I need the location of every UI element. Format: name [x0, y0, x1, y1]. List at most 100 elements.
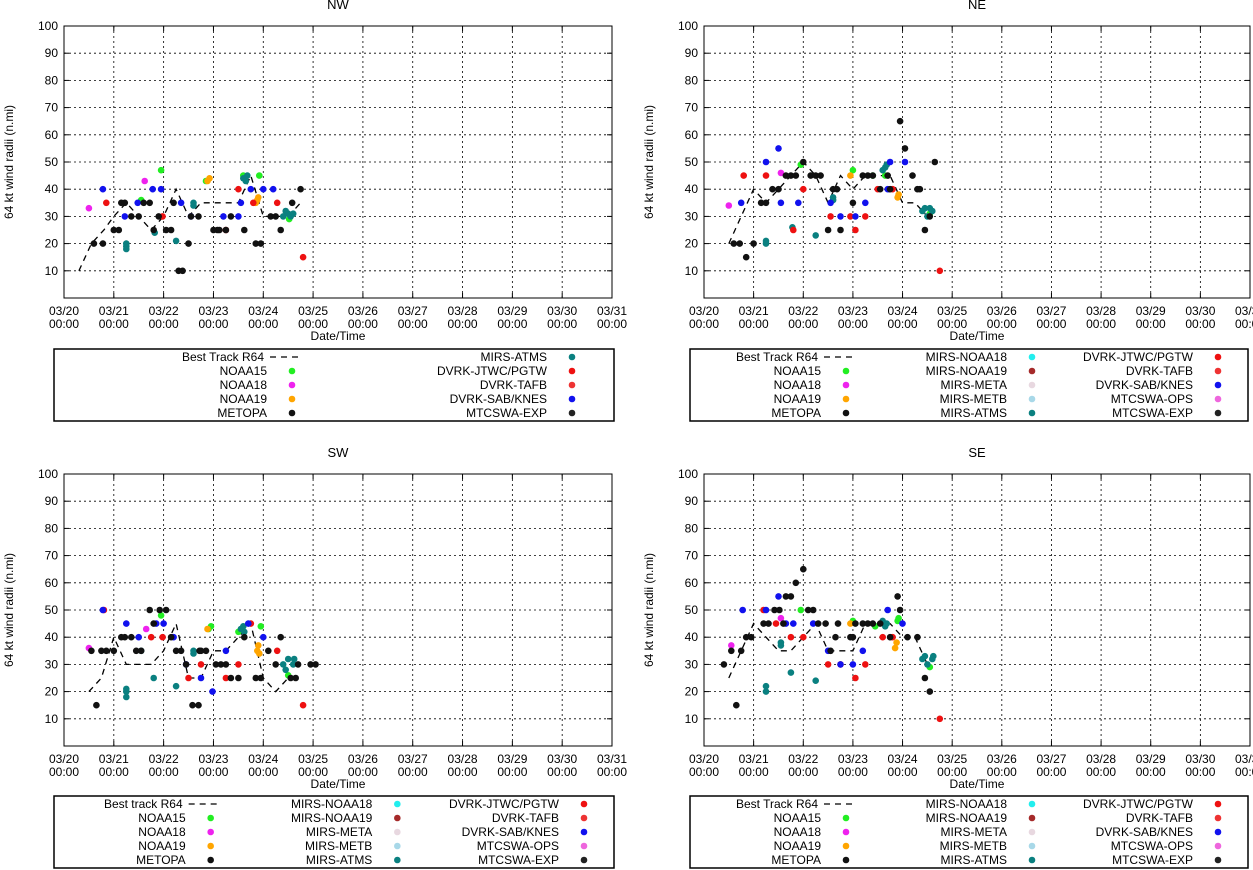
y-tick-label: 60	[685, 128, 699, 142]
legend-dot-swatch	[580, 800, 588, 808]
legend-entry: MIRS-NOAA18	[291, 797, 401, 811]
data-point	[762, 237, 770, 245]
data-point	[924, 661, 931, 668]
data-point	[222, 661, 230, 668]
legend-dot-swatch	[394, 800, 401, 808]
data-point	[110, 226, 118, 234]
data-point	[777, 199, 785, 207]
data-point	[886, 158, 894, 166]
chart-panel-sw: SW 10 20 30 40 50 60 70 80 90 100 03/20 00:00 03/21 00…	[2, 445, 627, 869]
x-tick-label: 03/27 00:00	[398, 752, 428, 779]
data-point	[297, 185, 304, 193]
y-tick-label: 70	[685, 549, 699, 563]
data-point	[289, 210, 297, 217]
data-point	[737, 647, 745, 655]
legend-entry: MIRS-ATMS	[481, 350, 576, 364]
data-point	[852, 620, 859, 627]
x-tick-label: 03/23 00:00	[198, 752, 228, 779]
data-point	[804, 606, 812, 614]
data-point	[272, 661, 280, 668]
data-point	[775, 145, 782, 152]
y-tick-label: 50	[45, 603, 59, 617]
data-point	[822, 620, 829, 627]
x-tick-label: 03/20 00:00	[49, 752, 79, 779]
legend-label: MIRS-META	[941, 825, 1007, 839]
data-point	[739, 606, 746, 614]
legend-entry: MTCSWA-OPS	[1111, 839, 1222, 853]
legend-dot-swatch	[1028, 353, 1036, 361]
data-point	[204, 625, 211, 633]
data-point	[220, 213, 227, 220]
data-point	[847, 213, 854, 220]
legend-dot-swatch	[1214, 828, 1222, 836]
best-track-line	[78, 173, 302, 272]
data-point	[800, 633, 807, 641]
data-point	[824, 226, 832, 234]
y-tick-label: 10	[45, 264, 59, 278]
y-tick-label: 80	[45, 73, 59, 87]
data-point	[901, 145, 909, 152]
legend-dot-swatch	[568, 353, 576, 361]
legend-entry: NOAA18	[138, 825, 214, 839]
data-point	[790, 226, 797, 234]
data-point	[140, 199, 147, 207]
legend-dot-swatch	[568, 367, 576, 375]
data-point	[814, 620, 822, 627]
data-point	[93, 701, 100, 709]
data-point	[762, 172, 770, 179]
data-point	[812, 172, 819, 179]
legend-entry: METOPA	[771, 853, 850, 867]
legend-dot-swatch	[1028, 395, 1036, 403]
data-point	[190, 199, 197, 207]
data-point	[859, 620, 867, 627]
legend-dot-swatch	[1028, 814, 1036, 822]
data-point	[775, 593, 782, 600]
data-point	[282, 666, 290, 674]
legend-label: MIRS-ATMS	[481, 350, 547, 364]
data-point	[269, 185, 277, 193]
plot-frame	[63, 25, 613, 299]
legend-dot-swatch	[842, 381, 850, 389]
best-track-line	[88, 621, 289, 693]
legend-label: Best Track R64	[182, 350, 264, 364]
data-point	[926, 688, 934, 695]
legend-dot-swatch	[1028, 856, 1036, 864]
data-point	[172, 647, 180, 655]
data-point	[202, 647, 210, 655]
data-point	[244, 172, 251, 179]
data-point	[187, 213, 195, 220]
legend-dot-swatch	[568, 381, 576, 389]
data-point	[780, 620, 787, 627]
legend-label: DVRK-TAFB	[480, 378, 547, 392]
data-point	[292, 674, 300, 682]
legend-label: NOAA15	[220, 364, 268, 378]
data-point	[733, 701, 740, 709]
x-tick-label: 03/20 00:00	[49, 304, 79, 331]
chart-title: SW	[328, 445, 350, 460]
x-tick-label: 03/20 00:00	[689, 304, 719, 331]
legend-label: Best track R64	[104, 797, 183, 811]
data-point	[212, 661, 220, 668]
y-axis-label: 64 kt wind radii (n.mi)	[2, 105, 16, 219]
legend-entry: MIRS-ATMS	[941, 853, 1036, 867]
x-tick-label: 03/23 00:00	[838, 752, 868, 779]
x-tick-label: 03/21 00:00	[99, 304, 129, 331]
legend-label: DVRK-JTWC/PGTW	[1083, 350, 1194, 364]
legend-label: MIRS-METB	[305, 839, 372, 853]
data-point	[730, 240, 738, 247]
data-point	[257, 674, 265, 682]
legend-label: MTCSWA-EXP	[1112, 853, 1193, 867]
legend-entry: MIRS-NOAA18	[926, 350, 1036, 364]
y-tick-label: 90	[45, 494, 59, 508]
x-tick-label: 03/28 00:00	[448, 752, 478, 779]
data-point	[155, 213, 162, 220]
data-point	[121, 213, 129, 220]
legend-dot-swatch	[1214, 381, 1222, 389]
data-point	[289, 661, 297, 668]
legend-entry: DVRK-JTWC/PGTW	[449, 797, 588, 811]
data-point	[135, 213, 142, 220]
data-point	[742, 633, 750, 641]
legend-entry: Best track R64	[104, 797, 219, 811]
legend-label: NOAA15	[138, 811, 186, 825]
data-point	[869, 620, 877, 627]
